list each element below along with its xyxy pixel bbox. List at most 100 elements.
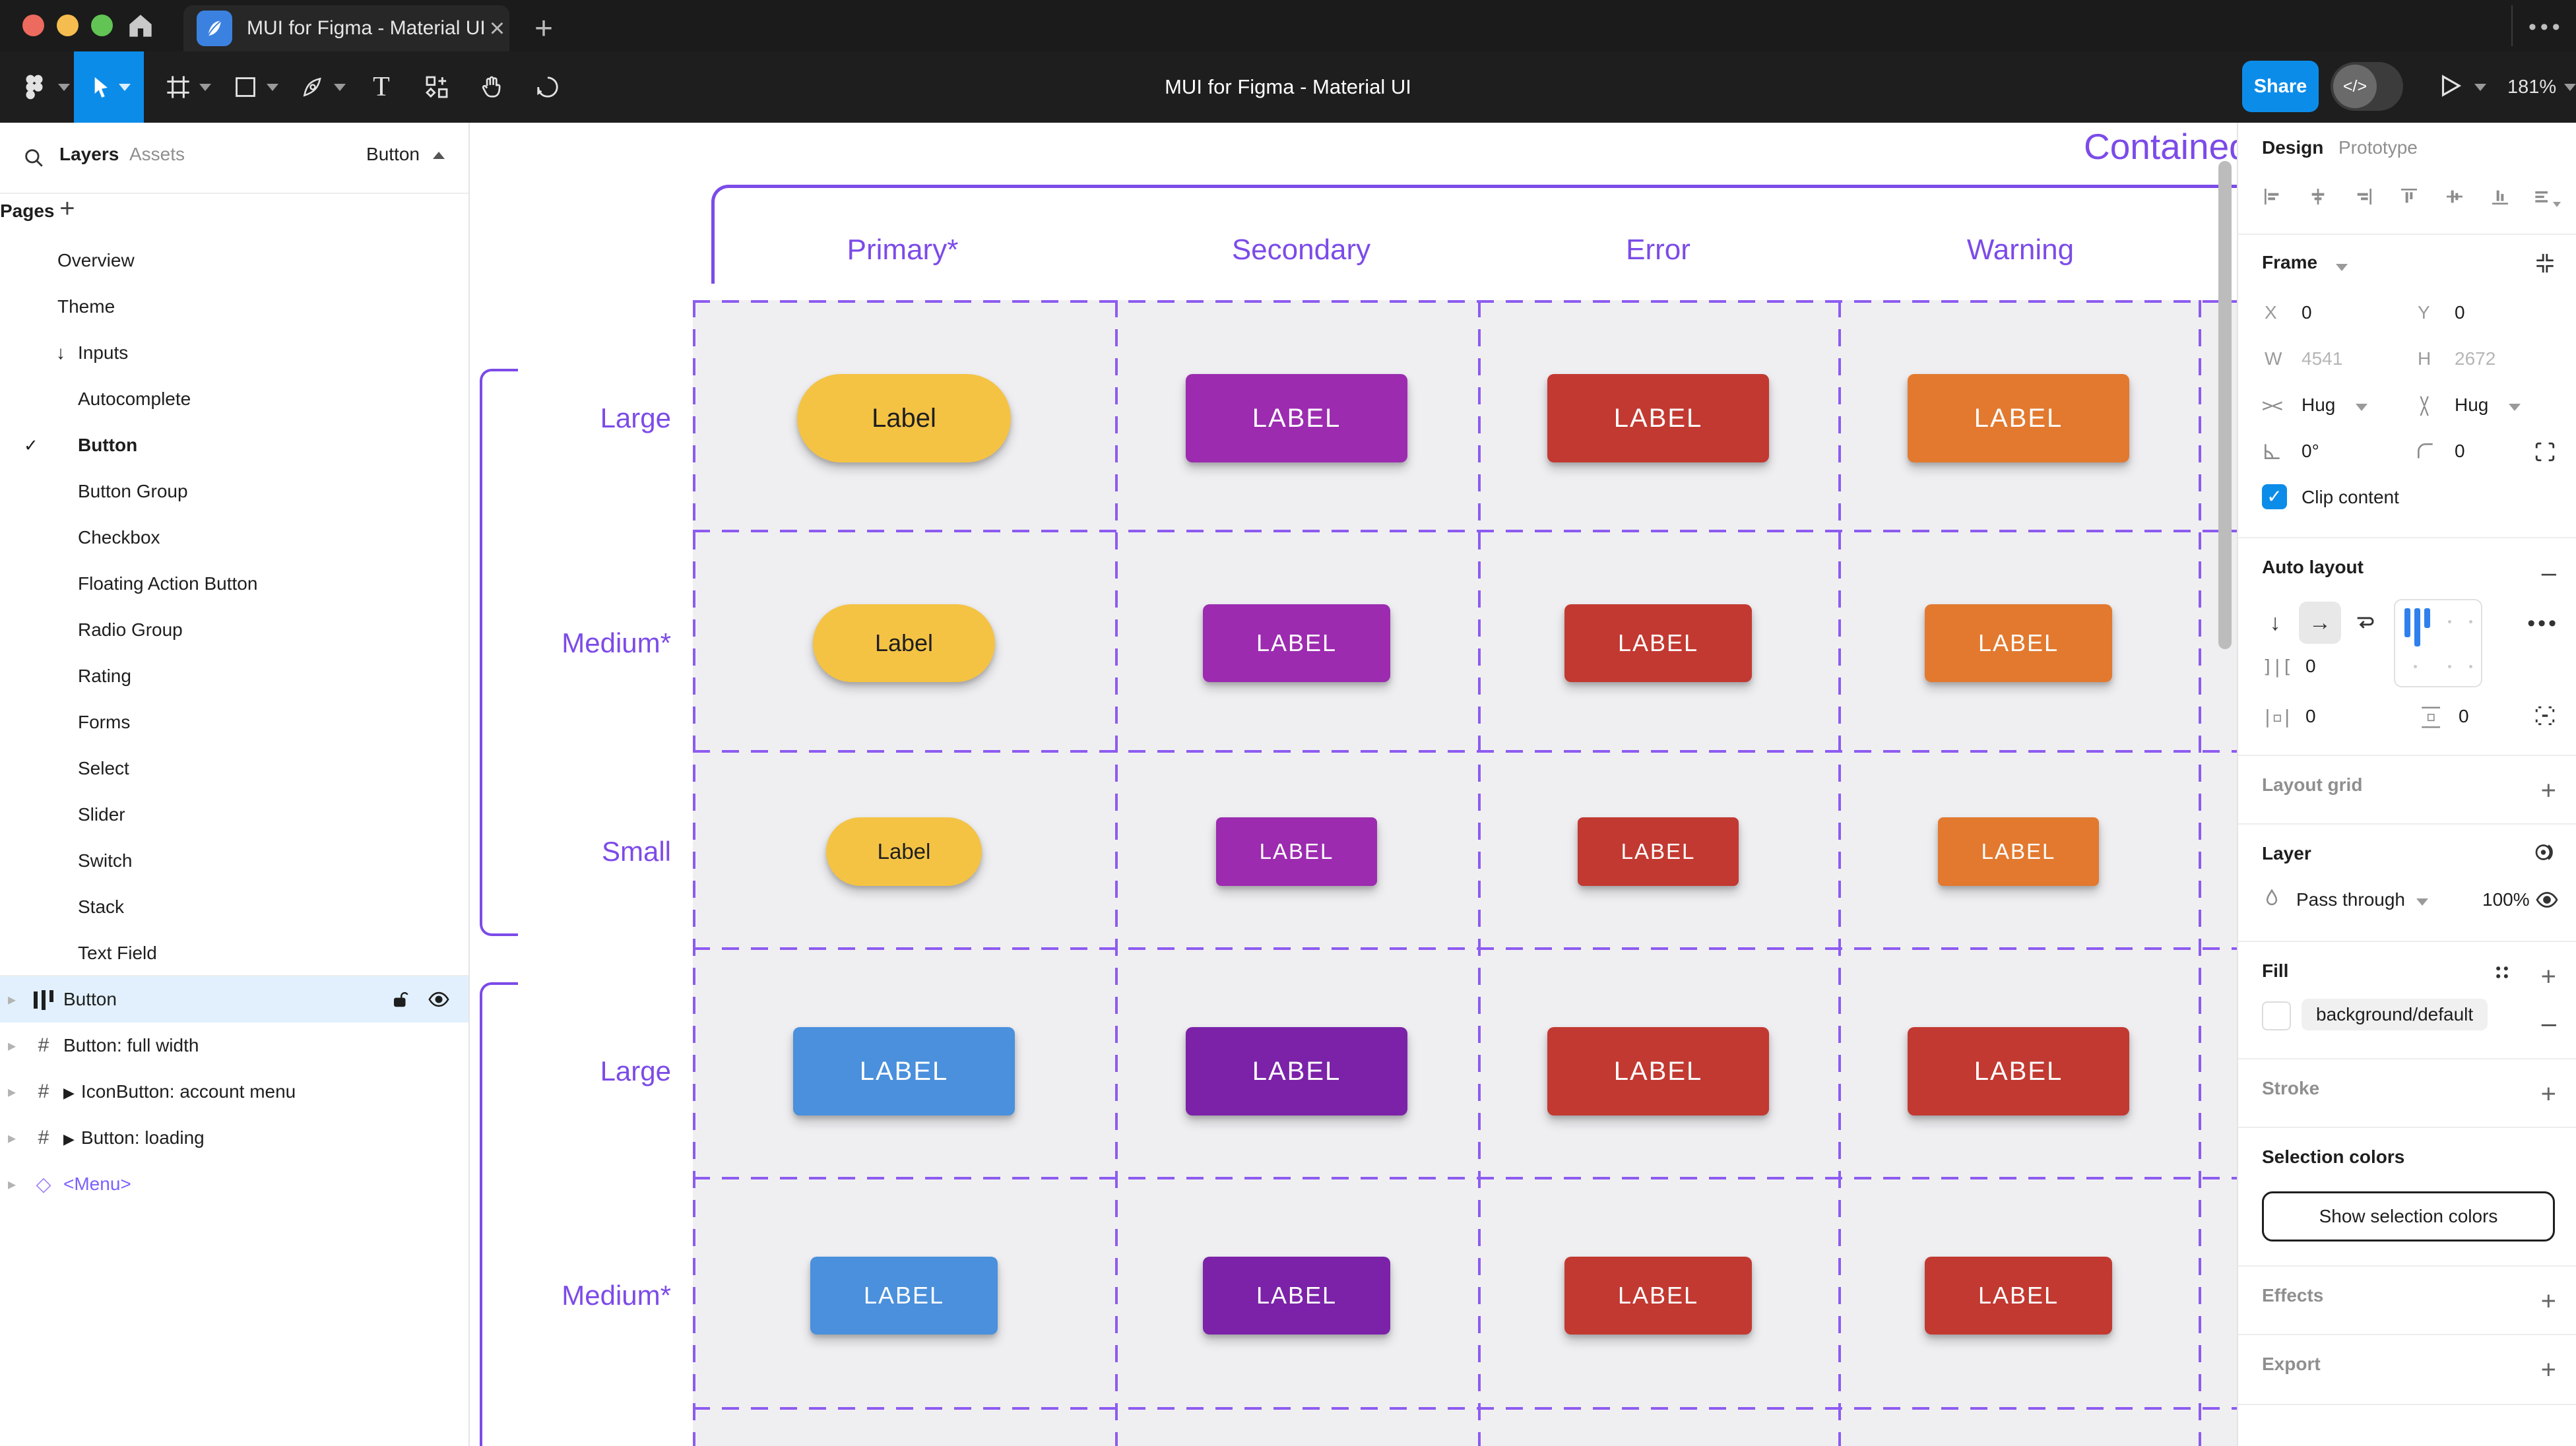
visibility-eye-icon[interactable] <box>428 988 450 1011</box>
selection-breadcrumb[interactable]: Button <box>366 144 420 164</box>
sidebar-page-item[interactable]: Overview <box>0 237 468 284</box>
move-tool-selected[interactable] <box>74 51 144 123</box>
fill-token-chip[interactable]: background/default <box>2302 999 2488 1030</box>
canvas-button-error-red[interactable]: LABEL <box>1925 1257 2112 1335</box>
blend-mode-select[interactable]: Pass through <box>2296 889 2405 910</box>
sidebar-page-item[interactable]: Select <box>0 745 468 792</box>
hand-tool-icon[interactable] <box>472 51 512 123</box>
frame-tool-icon[interactable] <box>158 51 198 123</box>
independent-corners-icon[interactable] <box>2534 441 2556 468</box>
share-button[interactable]: Share <box>2242 61 2319 112</box>
canvas-button-warning-orange[interactable]: LABEL <box>1925 604 2112 682</box>
canvas-button-primary-blue[interactable]: LABEL <box>810 1257 998 1335</box>
canvas-button-error-red[interactable]: LABEL <box>1908 1027 2129 1116</box>
fill-styles-icon[interactable] <box>2493 963 2511 986</box>
canvas-button-error-red[interactable]: LABEL <box>1564 1257 1752 1335</box>
main-menu-figma-logo-icon[interactable] <box>15 51 54 123</box>
expand-caret-icon[interactable]: ▸ <box>8 1129 16 1147</box>
canvas-button-primary-yellow[interactable]: Label <box>813 604 995 682</box>
sidebar-page-item[interactable]: Switch <box>0 838 468 884</box>
sidebar-page-item[interactable]: Theme <box>0 284 468 330</box>
y-input[interactable]: 0 <box>2455 302 2465 323</box>
unlock-icon[interactable] <box>391 990 410 1009</box>
canvas[interactable]: Contained Primary* Secondary Error Warning … <box>470 123 2237 1446</box>
align-v-center-icon[interactable] <box>2444 186 2465 212</box>
auto-layout-wrap-icon[interactable] <box>2344 602 2386 644</box>
canvas-button-error-red[interactable]: LABEL <box>1564 604 1752 682</box>
clip-content-checkbox[interactable]: ✓ <box>2262 484 2287 509</box>
frame-section-title[interactable]: Frame <box>2262 252 2318 272</box>
sidebar-page-item[interactable]: Stack <box>0 884 468 930</box>
new-tab-button[interactable]: + <box>534 11 554 46</box>
comment-tool-icon[interactable] <box>528 51 567 123</box>
vertical-padding-input[interactable]: 0 <box>2459 706 2469 726</box>
x-input[interactable]: 0 <box>2302 302 2312 323</box>
sidebar-page-item[interactable]: Autocomplete <box>0 376 468 422</box>
canvas-button-secondary-purple[interactable]: LABEL <box>1186 374 1407 462</box>
layer-style-icon[interactable] <box>2532 840 2556 869</box>
home-icon[interactable] <box>124 9 157 42</box>
independent-padding-icon[interactable] <box>2534 705 2556 732</box>
layer-row[interactable]: ▸ Button <box>0 976 468 1022</box>
pen-tool-icon[interactable] <box>293 51 333 123</box>
layer-row[interactable]: ▸ # Button: full width <box>0 1022 468 1069</box>
sidebar-page-item[interactable]: Slider <box>0 792 468 838</box>
canvas-button-secondary-purple[interactable]: LABEL <box>1216 817 1377 886</box>
sidebar-page-item[interactable]: Rating <box>0 653 468 699</box>
layer-row[interactable]: ▸ ◇ <Menu> <box>0 1161 468 1207</box>
collapse-chevron-icon[interactable] <box>433 152 445 159</box>
expand-caret-icon[interactable]: ▸ <box>8 1083 16 1101</box>
rectangle-tool-chevron-icon[interactable] <box>263 51 282 123</box>
show-selection-colors-button[interactable]: Show selection colors <box>2262 1191 2555 1242</box>
tab-prototype[interactable]: Prototype <box>2338 137 2418 158</box>
auto-layout-vertical-icon[interactable]: ↓ <box>2269 610 2281 635</box>
canvas-button-secondary-dark-purple[interactable]: LABEL <box>1203 1257 1390 1335</box>
opacity-input[interactable]: 100% <box>2482 889 2530 910</box>
collapse-frame-icon[interactable] <box>2534 252 2556 279</box>
sidebar-page-item[interactable]: Button Group <box>0 468 468 515</box>
browser-overflow-icon[interactable]: ••• <box>2528 15 2564 40</box>
canvas-button-primary-yellow[interactable]: Label <box>797 374 1011 462</box>
sidebar-page-item[interactable]: Floating Action Button <box>0 561 468 607</box>
align-bottom-icon[interactable] <box>2490 186 2511 212</box>
expand-caret-icon[interactable]: ▸ <box>8 990 16 1009</box>
add-page-button[interactable]: + <box>59 194 75 223</box>
window-minimize-button[interactable] <box>57 15 79 36</box>
add-fill-button[interactable]: + <box>2540 962 2556 991</box>
tab-assets[interactable]: Assets <box>129 144 185 164</box>
canvas-button-primary-blue[interactable]: LABEL <box>793 1027 1015 1116</box>
expand-caret-icon[interactable]: ▸ <box>8 1036 16 1055</box>
tab-design[interactable]: Design <box>2262 137 2324 158</box>
tab-close-icon[interactable]: × <box>489 14 505 43</box>
zoom-menu[interactable]: 181% <box>2507 51 2576 123</box>
canvas-button-warning-orange[interactable]: LABEL <box>1938 817 2099 886</box>
text-tool-icon[interactable]: T <box>373 72 390 102</box>
corner-radius-input[interactable]: 0 <box>2455 441 2465 461</box>
actions-tool-icon[interactable] <box>417 51 457 123</box>
window-zoom-button[interactable] <box>91 15 113 36</box>
window-close-button[interactable] <box>22 15 44 36</box>
auto-layout-horizontal-icon-selected[interactable]: → <box>2299 602 2341 644</box>
sidebar-page-item[interactable]: Checkbox <box>0 515 468 561</box>
remove-fill-button[interactable]: – <box>2541 1009 2556 1038</box>
sidebar-page-item[interactable]: Text Field <box>0 930 468 976</box>
align-h-center-icon[interactable] <box>2307 186 2329 212</box>
search-icon[interactable] <box>22 146 45 173</box>
auto-layout-more-icon[interactable]: ••• <box>2527 611 2559 636</box>
main-menu-chevron-icon[interactable] <box>54 51 74 123</box>
expand-caret-icon[interactable]: ▸ <box>8 1175 16 1193</box>
canvas-button-error-red[interactable]: LABEL <box>1547 1027 1769 1116</box>
canvas-button-error-red[interactable]: LABEL <box>1547 374 1769 462</box>
frame-tool-chevron-icon[interactable] <box>195 51 215 123</box>
canvas-button-error-red[interactable]: LABEL <box>1578 817 1739 886</box>
canvas-button-secondary-purple[interactable]: LABEL <box>1203 604 1390 682</box>
align-top-icon[interactable] <box>2399 186 2420 212</box>
align-left-icon[interactable] <box>2262 186 2283 212</box>
hug-v-chevron-icon[interactable] <box>2509 404 2521 411</box>
sidebar-page-item[interactable]: Radio Group <box>0 607 468 653</box>
remove-auto-layout-button[interactable]: – <box>2541 558 2556 588</box>
tab-layers[interactable]: Layers <box>59 144 119 164</box>
add-layout-grid-button[interactable]: + <box>2540 776 2556 805</box>
canvas-button-warning-orange[interactable]: LABEL <box>1908 374 2129 462</box>
dev-mode-toggle[interactable]: </> <box>2331 62 2403 111</box>
